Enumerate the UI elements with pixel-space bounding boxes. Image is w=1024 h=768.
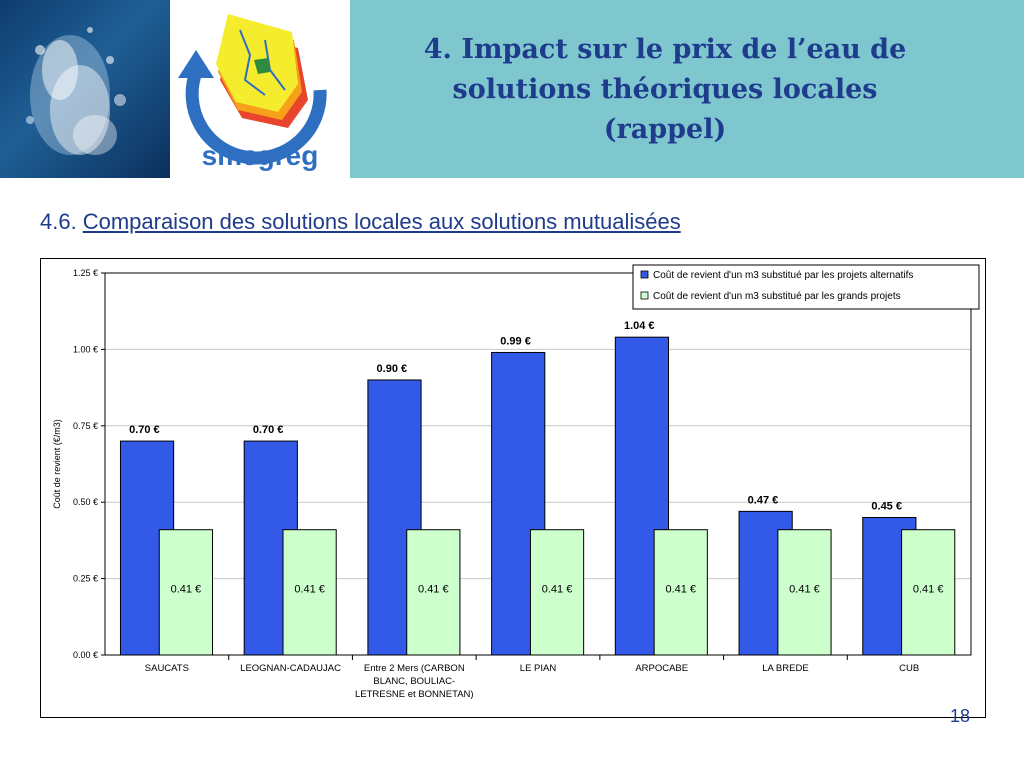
x-tick-label: LE PIAN [520,663,557,674]
y-tick-label: 0.75 € [73,421,98,431]
data-label-grand-projet: 0.41 € [913,584,944,596]
bar-grand-projet [653,529,708,656]
x-tick-label: LEOGNAN-CADAUJAC [240,663,341,674]
data-label-grand-projet: 0.41 € [171,584,202,596]
section-heading: 4.6. Comparaison des solutions locales au… [40,209,681,235]
y-tick-label: 1.00 € [73,344,98,354]
y-axis-label: Coût de revient (€/m3) [52,419,62,509]
bar-grand-projet [901,529,956,656]
logo-text: smegreg [202,140,319,171]
smegreg-logo-graphic: smegreg [178,14,327,171]
water-splash-image [26,27,126,155]
x-tick-label: LETRESNE et BONNETAN) [355,689,474,700]
section-number: 4.6. [40,209,77,234]
smegreg-logo: smegreg [170,0,350,178]
chart-data-labels: 0.70 € 0.41 € 0.70 € 0.41 € 0.90 € 0.41 € 0.99… [129,320,943,595]
x-tick-label: CUB [899,663,919,674]
data-label-alternative: 0.47 € [748,494,779,506]
bar-chart: 0.70 € 0.41 € 0.70 € 0.41 € 0.90 € 0.41 € 0.99… [40,258,986,718]
x-tick-label: LA BREDE [762,663,808,674]
data-label-grand-projet: 0.41 € [789,584,820,596]
data-label-grand-projet: 0.41 € [665,584,696,596]
data-label-alternative: 0.70 € [129,424,160,436]
legend-label: Coût de revient d'un m3 substitué par le… [653,270,913,281]
legend-swatch [640,270,649,279]
data-label-alternative: 0.70 € [253,424,284,436]
page-number: 18 [949,706,970,726]
water-splash-photo [0,0,170,178]
data-label-grand-projet: 0.41 € [418,584,449,596]
legend-swatch [640,291,649,300]
slide-title: 4. Impact sur le prix de l’eau de soluti… [380,30,950,150]
bar-grand-projet [282,529,337,656]
y-tick-label: 0.00 € [73,650,98,660]
y-tick-label: 0.50 € [73,497,98,507]
bar-grand-projet [777,529,832,656]
chart-bars [119,336,956,656]
bar-grand-projet [529,529,585,656]
chart-legend: Coût de revient d'un m3 substitué par le… [632,264,980,310]
x-tick-label: BLANC, BOULIAC- [373,676,455,687]
legend-box [632,264,980,310]
bar-grand-projet [406,529,461,656]
title-line-3: (rappel) [603,114,727,145]
data-label-grand-projet: 0.41 € [294,584,325,596]
data-label-alternative: 0.99 € [500,335,531,347]
bar-grand-projet [158,529,213,656]
legend-label: Coût de revient d'un m3 substitué par le… [653,291,901,302]
data-label-grand-projet: 0.41 € [542,584,573,596]
y-tick-label: 0.25 € [73,574,98,584]
y-tick-label: 1.25 € [73,268,98,278]
x-tick-label: SAUCATS [145,663,189,674]
slide-header: smegreg 4. Impact sur le prix de l’eau d… [0,0,1024,178]
chart-svg: 0.70 € 0.41 € 0.70 € 0.41 € 0.90 € 0.41 € 0.99… [52,264,980,700]
chart-axes: 0.00 € 0.25 € 0.50 € 0.75 € 1.00 € 1.25 € Coût… [52,268,919,700]
data-label-alternative: 1.04 € [624,320,655,332]
x-tick-label: ARPOCABE [635,663,688,674]
x-tick-label: Entre 2 Mers (CARBON [364,663,465,674]
data-label-alternative: 0.45 € [871,500,902,512]
data-label-alternative: 0.90 € [377,363,408,375]
title-line-1: 4. Impact sur le prix de l’eau de [423,34,907,65]
section-title-link[interactable]: Comparaison des solutions locales aux so… [82,209,681,234]
title-line-2: solutions théoriques locales [452,74,878,105]
